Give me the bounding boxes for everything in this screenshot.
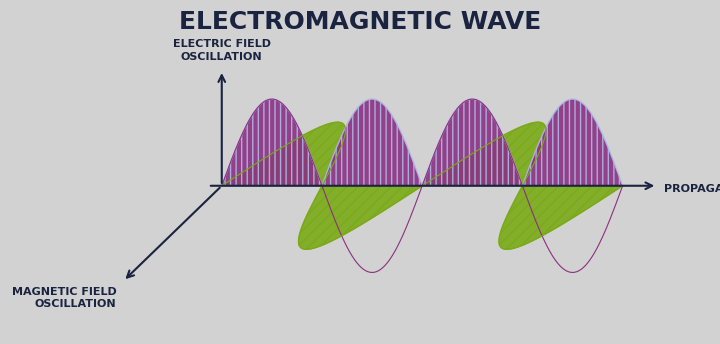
Text: ELECTRIC FIELD
OSCILLATION: ELECTRIC FIELD OSCILLATION xyxy=(173,39,271,62)
Polygon shape xyxy=(499,186,623,249)
Polygon shape xyxy=(222,122,346,186)
Polygon shape xyxy=(322,99,422,186)
Polygon shape xyxy=(299,186,422,249)
Text: MAGNETIC FIELD
OSCILLATION: MAGNETIC FIELD OSCILLATION xyxy=(12,287,117,309)
Text: PROPAGATION: PROPAGATION xyxy=(664,184,720,194)
Polygon shape xyxy=(422,122,546,186)
Polygon shape xyxy=(523,99,623,186)
Text: ELECTROMAGNETIC WAVE: ELECTROMAGNETIC WAVE xyxy=(179,10,541,34)
Polygon shape xyxy=(422,99,523,186)
Polygon shape xyxy=(222,99,322,186)
